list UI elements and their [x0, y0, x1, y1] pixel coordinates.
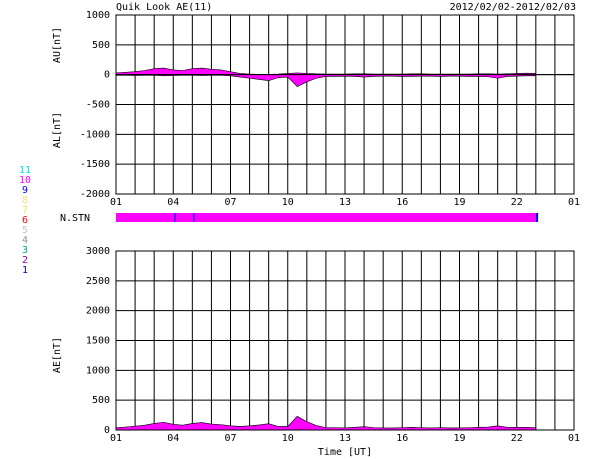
- y-tick-label: -2000: [80, 189, 110, 200]
- area: [115, 67, 537, 75]
- y-tick-label: -1500: [80, 159, 110, 170]
- legend-label: 11: [19, 165, 31, 176]
- x-tick-label: 19: [453, 197, 465, 208]
- legend-label: 7: [22, 205, 28, 216]
- x-tick-label: 04: [167, 433, 179, 444]
- y-tick-label: 3000: [86, 246, 110, 257]
- x-tick-label: 01: [110, 433, 122, 444]
- station-segment: [175, 213, 194, 222]
- x-tick-label: 16: [396, 197, 408, 208]
- station-segment: [116, 213, 175, 222]
- x-tick-label: 07: [224, 197, 236, 208]
- area: [115, 74, 537, 87]
- x-tick-label: 01: [568, 197, 580, 208]
- y-tick-label: -500: [86, 100, 110, 111]
- y-tick-label: 2000: [86, 306, 110, 317]
- legend-label: 6: [22, 215, 28, 226]
- legend-label: 2: [22, 255, 28, 266]
- x-tick-label: 10: [282, 433, 294, 444]
- x-tick-label: 22: [511, 433, 523, 444]
- x-tick-label: 22: [511, 197, 523, 208]
- station-segment: [193, 213, 195, 222]
- x-tick-label: 16: [396, 433, 408, 444]
- x-axis-label: Time [UT]: [318, 447, 372, 458]
- date-range: 2012/02/02-2012/02/03: [450, 2, 576, 13]
- y-tick-label: 1500: [86, 336, 110, 347]
- legend-label: 8: [22, 195, 28, 206]
- legend-label: 5: [22, 225, 28, 236]
- station-label: N.STN: [60, 213, 90, 224]
- y-tick-label: 2500: [86, 276, 110, 287]
- x-tick-label: 01: [110, 197, 122, 208]
- y-tick-label: 0: [104, 70, 110, 81]
- y-tick-label: 500: [92, 395, 110, 406]
- legend-label: 10: [19, 175, 31, 186]
- y-tick-label: 1000: [86, 365, 110, 376]
- station-segment: [194, 213, 536, 222]
- station-segment: [174, 213, 176, 222]
- x-tick-label: 13: [339, 197, 351, 208]
- legend-label: 4: [22, 235, 28, 246]
- legend-label: 1: [22, 265, 28, 276]
- x-tick-label: 19: [453, 433, 465, 444]
- y-tick-label: 500: [92, 40, 110, 51]
- legend-label: 9: [22, 185, 28, 196]
- chart-title: Quik Look AE(11): [116, 2, 212, 13]
- x-tick-label: 13: [339, 433, 351, 444]
- y-tick-label: -1000: [80, 129, 110, 140]
- legend-label: 3: [22, 245, 28, 256]
- x-tick-label: 04: [167, 197, 179, 208]
- station-segment: [535, 213, 539, 222]
- y-axis-label: AU[nT]: [52, 27, 63, 63]
- y-axis-label: AE[nT]: [52, 337, 63, 373]
- x-tick-label: 01: [568, 433, 580, 444]
- x-tick-label: 07: [224, 433, 236, 444]
- y-tick-label: 0: [104, 425, 110, 436]
- area: [115, 415, 537, 431]
- y-axis-label: AL[nT]: [52, 112, 63, 148]
- x-tick-label: 10: [282, 197, 294, 208]
- y-tick-label: 1000: [86, 10, 110, 21]
